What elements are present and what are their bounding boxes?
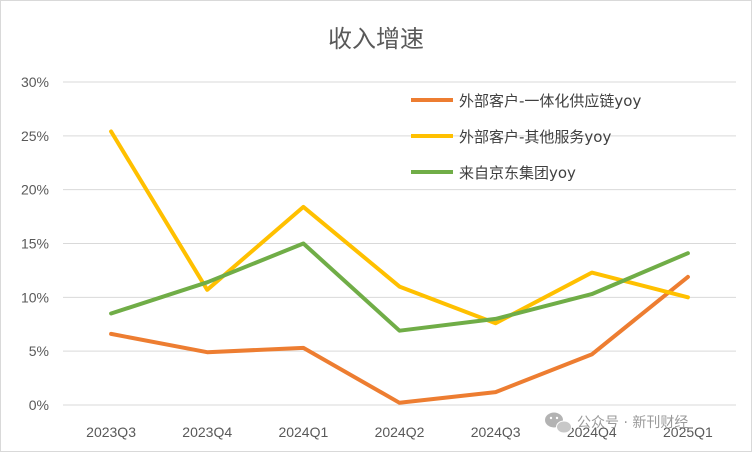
y-tick-label: 15% <box>21 236 49 252</box>
y-tick-label: 0% <box>29 397 49 413</box>
x-tick-label: 2023Q4 <box>182 424 232 440</box>
x-tick-label: 2024Q2 <box>375 424 425 440</box>
watermark-text: 公众号 · 新刊财经 <box>577 415 688 431</box>
x-tick-label: 2025Q1 <box>663 424 713 440</box>
grid-lines <box>63 81 736 406</box>
series-line-2 <box>109 129 690 326</box>
legend: 外部客户-一体化供应链yoy 外部客户-其他服务yoy 来自京东集团yoy <box>411 92 641 182</box>
y-tick-label: 20% <box>21 182 49 198</box>
x-tick-label: 2023Q3 <box>86 424 136 440</box>
x-axis-ticks: 2023Q3 2023Q4 2024Q1 2024Q2 2024Q3 2024Q4 2025… <box>86 424 713 440</box>
y-tick-label: 25% <box>21 128 49 144</box>
series-line-1 <box>109 274 690 405</box>
wechat-icon <box>545 412 572 434</box>
legend-label-3: 来自京东集团yoy <box>459 164 576 182</box>
x-tick-label: 2024Q3 <box>471 424 521 440</box>
y-tick-label: 10% <box>21 289 49 305</box>
y-tick-label: 5% <box>29 343 49 359</box>
chart-title: 收入增速 <box>328 25 424 53</box>
series-lines <box>109 129 690 405</box>
series-line-3 <box>109 241 690 333</box>
x-tick-label: 2024Q1 <box>278 424 328 440</box>
x-tick-label: 2024Q4 <box>567 424 617 440</box>
y-tick-label: 30% <box>21 74 49 90</box>
y-axis-ticks: 0% 5% 10% 15% 20% 25% 30% <box>21 74 49 413</box>
legend-label-1: 外部客户-一体化供应链yoy <box>459 92 641 110</box>
legend-label-2: 外部客户-其他服务yoy <box>459 128 611 146</box>
watermark: 公众号 · 新刊财经 <box>545 412 688 434</box>
